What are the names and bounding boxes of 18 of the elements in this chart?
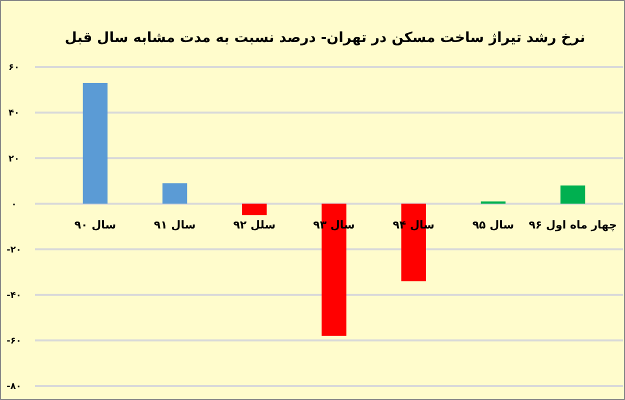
x-tick-label: سال ۹۵	[472, 218, 514, 232]
bar	[162, 183, 188, 204]
y-tick-label: ۰	[11, 200, 17, 210]
y-tick-label: -۲۰	[6, 245, 22, 256]
x-tick-label: سال ۹۰	[74, 218, 116, 232]
y-tick-label: -۸۰	[6, 382, 22, 392]
chart-title: نرخ رشد تیراژ ساخت مسکن در تهران- درصد نسبت به مدت مشابه سال قبل	[64, 30, 586, 46]
bar	[82, 82, 108, 204]
y-tick-label: -۴۰	[6, 291, 22, 302]
y-tick-label: ۴۰	[8, 108, 20, 119]
x-tick-label: سال ۹۱	[154, 218, 196, 232]
y-tick-label: ۶۰	[8, 63, 20, 74]
y-tick-label: ۲۰	[8, 154, 20, 164]
bar	[242, 204, 267, 216]
bar	[560, 185, 586, 204]
x-tick-label: سلل ۹۲	[233, 218, 276, 232]
x-tick-label: چهار ماه اول ۹۶	[528, 218, 617, 232]
y-tick-label: -۶۰	[6, 336, 22, 347]
